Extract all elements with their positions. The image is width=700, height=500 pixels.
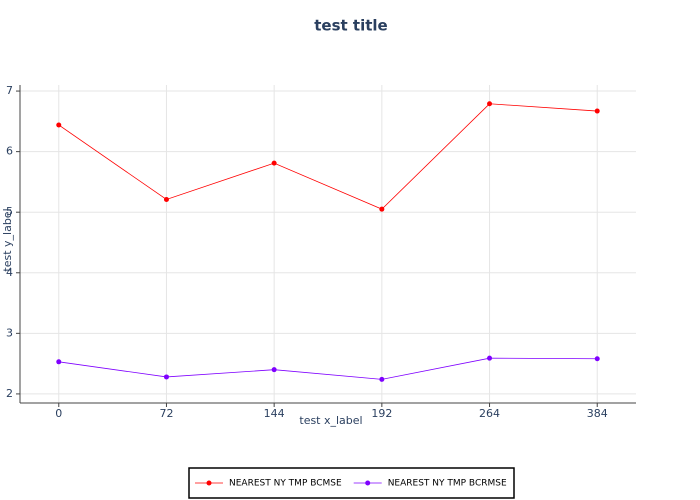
point (594, 356, 600, 362)
point (271, 367, 277, 373)
x-tick-label: 72 (159, 407, 173, 420)
y-tick-label: 5 (6, 205, 13, 218)
x-tick-label: 0 (55, 407, 62, 420)
point (271, 160, 277, 166)
point (379, 206, 385, 212)
y-tick-label: 3 (6, 326, 13, 339)
x-tick-label: 384 (587, 407, 608, 420)
point (56, 122, 62, 128)
y-axis-label: test y_label (1, 208, 14, 271)
series-line (58, 357, 598, 380)
point (163, 374, 169, 380)
point (379, 376, 385, 382)
point (56, 359, 62, 365)
point (594, 108, 600, 114)
legend-marker (206, 480, 212, 486)
x-tick-label: 144 (264, 407, 285, 420)
point (163, 196, 169, 202)
legend-marker (365, 480, 371, 486)
series-line (58, 103, 598, 210)
y-tick-label: 7 (6, 84, 13, 97)
y-tick-label: 4 (6, 266, 13, 279)
legend-label: NEAREST NY TMP BCMSE (229, 479, 342, 489)
x-tick-label: 264 (479, 407, 500, 420)
x-tick-label: 192 (371, 407, 392, 420)
y-tick-label: 2 (6, 387, 13, 400)
legend-label: NEAREST NY TMP BCRMSE (388, 479, 507, 489)
legend-box (188, 467, 515, 499)
point (487, 355, 493, 361)
x-axis-label: test x_label (299, 414, 362, 427)
point (487, 101, 493, 107)
y-tick-label: 6 (6, 145, 13, 158)
chart-title: test title (314, 17, 387, 35)
